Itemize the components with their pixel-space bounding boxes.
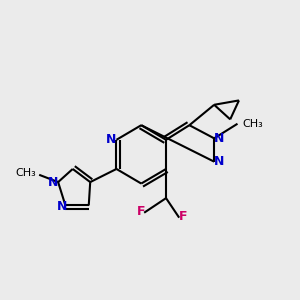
Text: F: F <box>178 210 187 223</box>
Text: N: N <box>57 200 68 213</box>
Text: N: N <box>48 176 59 189</box>
Text: CH₃: CH₃ <box>15 168 36 178</box>
Text: N: N <box>214 155 224 168</box>
Text: F: F <box>136 205 145 218</box>
Text: N: N <box>214 132 224 145</box>
Text: N: N <box>106 133 116 146</box>
Text: CH₃: CH₃ <box>243 119 263 129</box>
